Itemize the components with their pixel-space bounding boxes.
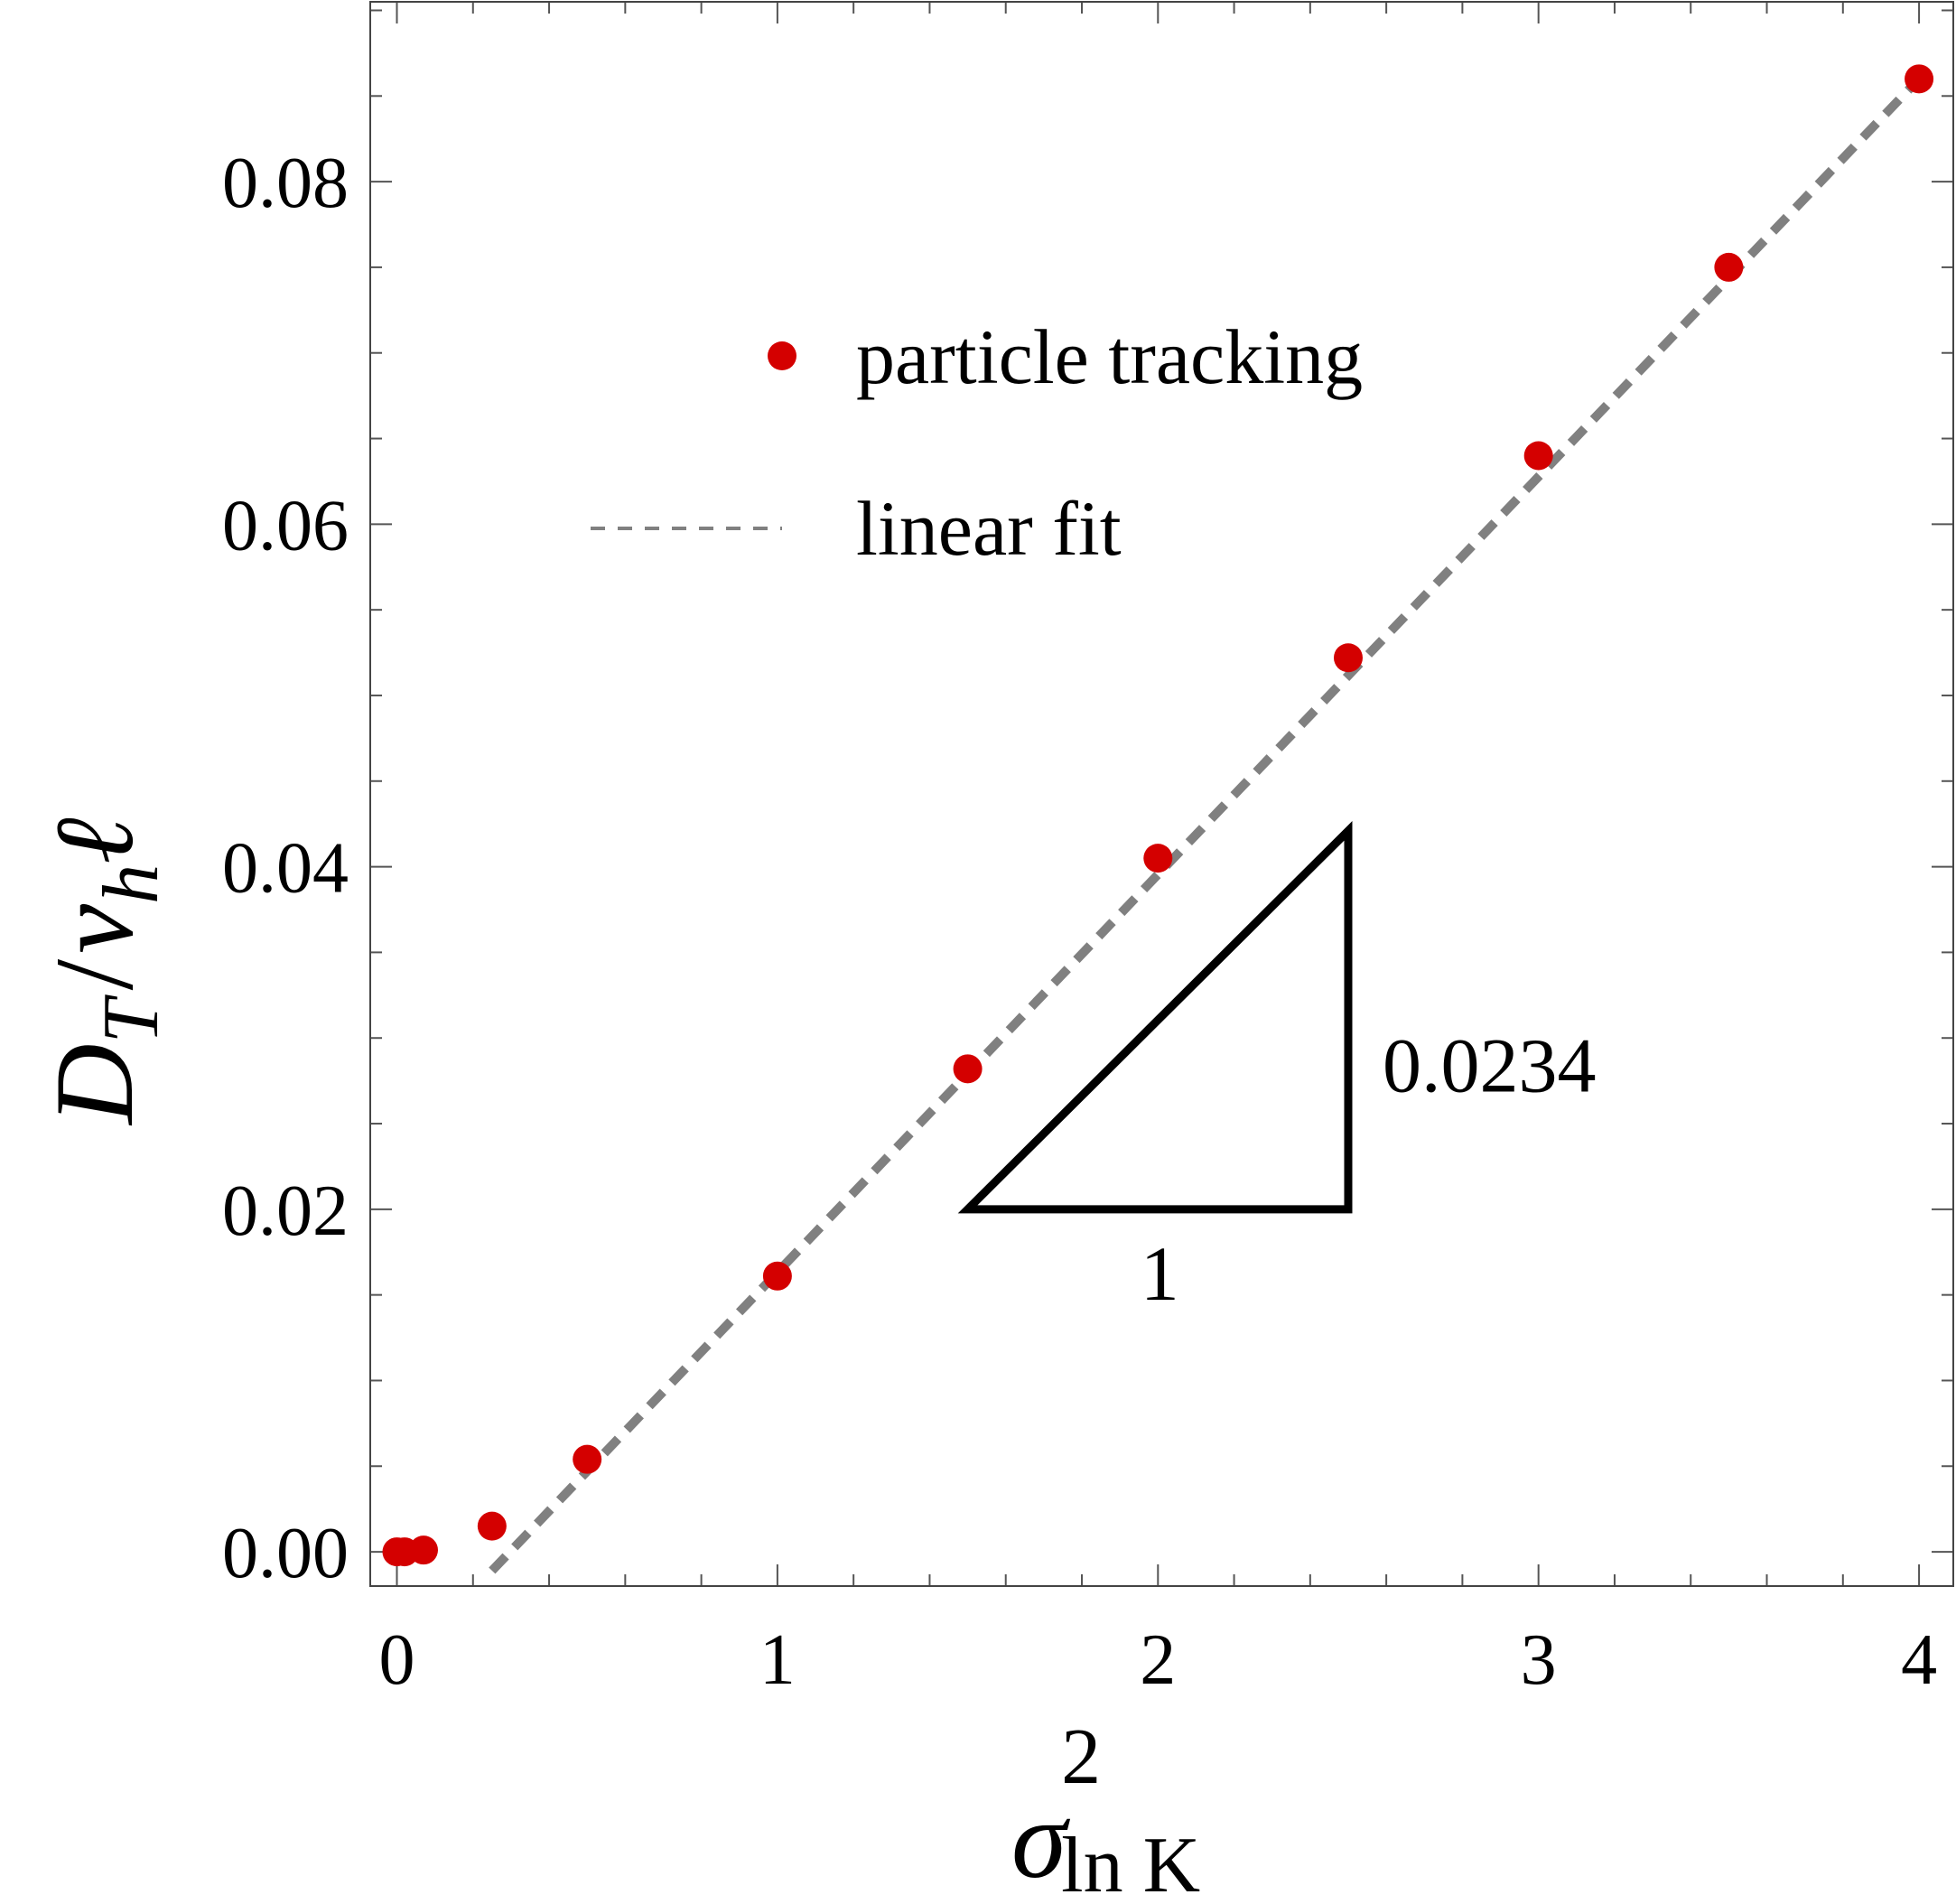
y-axis-label-sub1: T bbox=[88, 994, 175, 1043]
y-tick-labels: 0.00 0.02 0.04 0.06 0.08 bbox=[222, 144, 349, 1593]
y-tick-label: 0.08 bbox=[222, 144, 349, 223]
plot-frame bbox=[369, 1, 1954, 1587]
x-tick-labels: 0 1 2 3 4 bbox=[378, 1620, 1937, 1700]
y-tick-label: 0.06 bbox=[222, 486, 349, 565]
legend-label-particle-tracking: particle tracking bbox=[856, 313, 1363, 400]
x-tick-label: 4 bbox=[1901, 1620, 1937, 1700]
x-axis-label: σ2 ln K bbox=[1011, 1713, 1200, 1904]
x-tick-label: 1 bbox=[759, 1620, 796, 1700]
y-tick-label: 0.02 bbox=[222, 1171, 349, 1251]
slope-annotation: 1 0.0234 bbox=[957, 820, 1597, 1317]
data-point bbox=[477, 1511, 507, 1541]
data-point bbox=[1523, 441, 1553, 471]
data-point bbox=[408, 1535, 438, 1565]
data-point bbox=[1905, 64, 1934, 94]
y-axis-label: DT / vhℓ bbox=[33, 817, 175, 1126]
slope-run-label: 1 bbox=[1141, 1230, 1179, 1317]
y-axis-label-tail: ℓ bbox=[33, 817, 156, 864]
axis-ticks bbox=[370, 2, 1953, 1586]
x-axis-label-subscript: ln K bbox=[1061, 1822, 1200, 1904]
x-tick-label: 2 bbox=[1140, 1620, 1176, 1700]
data-point bbox=[762, 1261, 792, 1291]
y-axis-label-base: D bbox=[33, 1043, 156, 1126]
y-tick-label: 0.04 bbox=[222, 829, 349, 909]
slope-rise-label: 0.0234 bbox=[1383, 1022, 1597, 1108]
series-linear-fit-line bbox=[489, 75, 1923, 1574]
legend-label-linear-fit: linear fit bbox=[856, 485, 1122, 572]
x-tick-label: 3 bbox=[1521, 1620, 1557, 1700]
y-tick-label: 0.00 bbox=[222, 1514, 349, 1593]
y-axis-label-slash: / bbox=[33, 958, 156, 990]
slope-triangle bbox=[957, 820, 1353, 1214]
y-axis-label-sub2: h bbox=[88, 864, 175, 904]
data-point bbox=[953, 1054, 983, 1084]
data-point bbox=[1333, 643, 1363, 673]
data-point bbox=[1143, 844, 1173, 873]
x-axis-label-superscript: 2 bbox=[1061, 1713, 1101, 1801]
x-axis-label-base: σ bbox=[1011, 1778, 1071, 1901]
data-point bbox=[573, 1444, 602, 1474]
series-layer bbox=[382, 64, 1934, 1574]
data-point bbox=[1714, 252, 1744, 282]
x-tick-label: 0 bbox=[378, 1620, 414, 1700]
y-axis-label-mid: v bbox=[33, 903, 156, 954]
legend: particle tracking linear fit bbox=[591, 313, 1363, 572]
legend-marker-particle-tracking bbox=[768, 341, 796, 370]
